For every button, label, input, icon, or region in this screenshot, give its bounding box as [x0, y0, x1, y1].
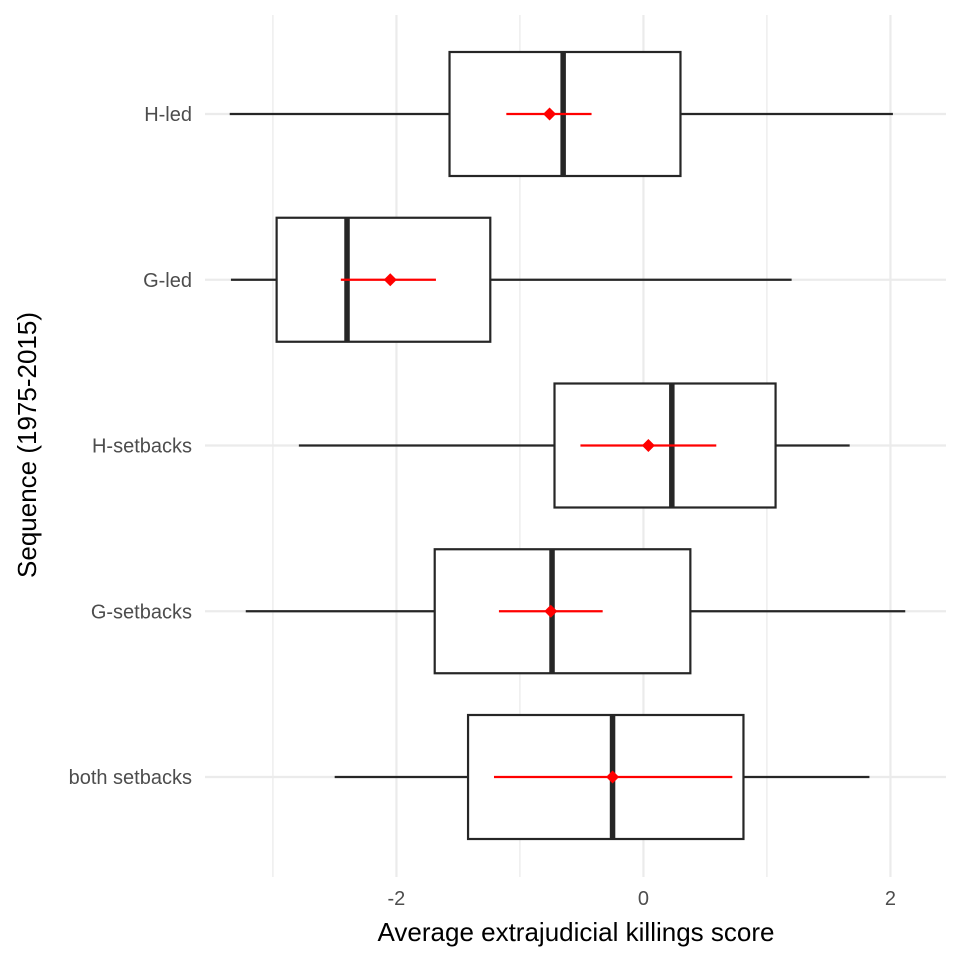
y-tick-labels: H-led G-led H-setbacks G-setbacks both setba…	[69, 104, 192, 789]
y-tick-label: H-setbacks	[92, 436, 192, 458]
mean-point	[544, 604, 558, 618]
boxes-layer	[229, 50, 906, 841]
y-tick-label: both setbacks	[69, 767, 192, 789]
x-tick-label: 2	[885, 888, 896, 910]
mean-point	[606, 770, 620, 784]
mean-point	[383, 273, 397, 287]
mean-point	[543, 107, 557, 121]
y-tick-label: G-led	[143, 270, 192, 292]
y-tick-label: H-led	[144, 104, 192, 126]
y-tick-label: G-setbacks	[91, 601, 192, 623]
x-tick-label: -2	[388, 888, 406, 910]
x-tick-labels: -2 0 2	[388, 888, 896, 910]
y-axis-title: Sequence (1975-2015)	[12, 312, 42, 578]
means-layer	[340, 107, 733, 784]
x-axis-title: Average extrajudicial killings score	[378, 917, 775, 947]
mean-point	[641, 439, 655, 452]
x-tick-label: 0	[638, 888, 649, 910]
